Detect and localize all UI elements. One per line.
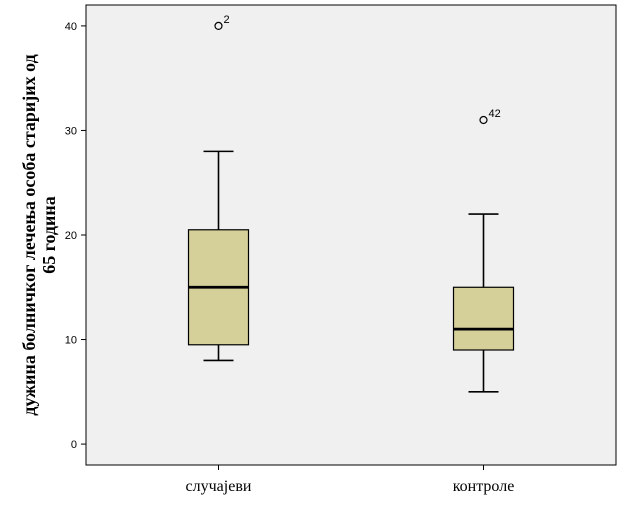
y-axis-title-line2: 65 година xyxy=(39,196,59,274)
y-axis-ticks: 0 10 20 30 40 xyxy=(65,21,86,451)
x-tick-label: контроле xyxy=(453,478,515,495)
plot-area xyxy=(85,4,617,466)
box-iqr xyxy=(452,286,515,351)
y-tick-label: 10 xyxy=(65,335,77,347)
box-2: 42 xyxy=(452,108,515,393)
outlier-point xyxy=(214,21,223,31)
y-tick-label: 40 xyxy=(65,21,77,33)
outlier-label: 2 xyxy=(224,14,230,26)
y-tick-label: 30 xyxy=(65,125,77,137)
x-tick-label: случајеви xyxy=(186,478,252,495)
y-axis-title: дужина болничког лечења особа старијих о… xyxy=(19,54,59,416)
box-1: 2 xyxy=(187,14,250,362)
y-tick-label: 0 xyxy=(71,439,77,451)
outlier-label: 42 xyxy=(489,108,501,120)
y-tick-label: 20 xyxy=(65,230,77,242)
outlier-point xyxy=(479,115,488,125)
box-series: 2 42 xyxy=(187,14,515,393)
y-axis-title-line1: дужина болничког лечења особа старијих о… xyxy=(19,54,39,416)
x-axis-ticks: случајеви контроле xyxy=(186,465,515,495)
